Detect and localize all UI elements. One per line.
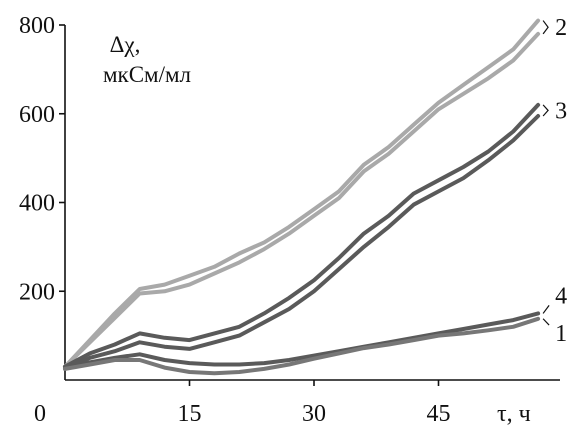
series-layer	[63, 18, 541, 376]
y-tick-label: 800	[19, 13, 55, 39]
series-1-line	[63, 316, 541, 376]
x-tick-label: 30	[302, 401, 326, 426]
series-3-label: 3	[555, 98, 567, 124]
series-1-leader	[542, 318, 550, 326]
series-4-line	[63, 311, 541, 369]
series-2-line	[63, 18, 541, 369]
series-3-line	[63, 102, 541, 369]
series-4-leader	[542, 304, 550, 314]
x-tick-label: 0	[34, 401, 46, 426]
y-axis-label-symbol: Δχ,	[110, 32, 141, 57]
y-axis-label-unit: мкСм/мл	[103, 62, 191, 87]
y-tick-label: 600	[19, 102, 55, 128]
series-labels: 2 3 4 1	[542, 15, 567, 347]
series-4-label: 4	[555, 283, 567, 309]
series-3-bracket	[542, 104, 549, 117]
series-2-bracket	[542, 20, 549, 35]
series-1-label: 1	[555, 321, 567, 347]
y-tick-label: 400	[19, 191, 55, 217]
x-tick-label: 45	[427, 401, 451, 426]
series-3-line	[63, 114, 541, 371]
x-tick-label: 15	[178, 401, 202, 426]
x-axis-label: τ, ч	[497, 401, 531, 426]
series-2-line	[63, 31, 541, 369]
y-ticks: 200 400 600 800	[19, 13, 65, 305]
series-2-label: 2	[555, 15, 567, 41]
x-ticks: 0 15 30 45	[34, 380, 451, 426]
y-tick-label: 200	[19, 279, 55, 305]
